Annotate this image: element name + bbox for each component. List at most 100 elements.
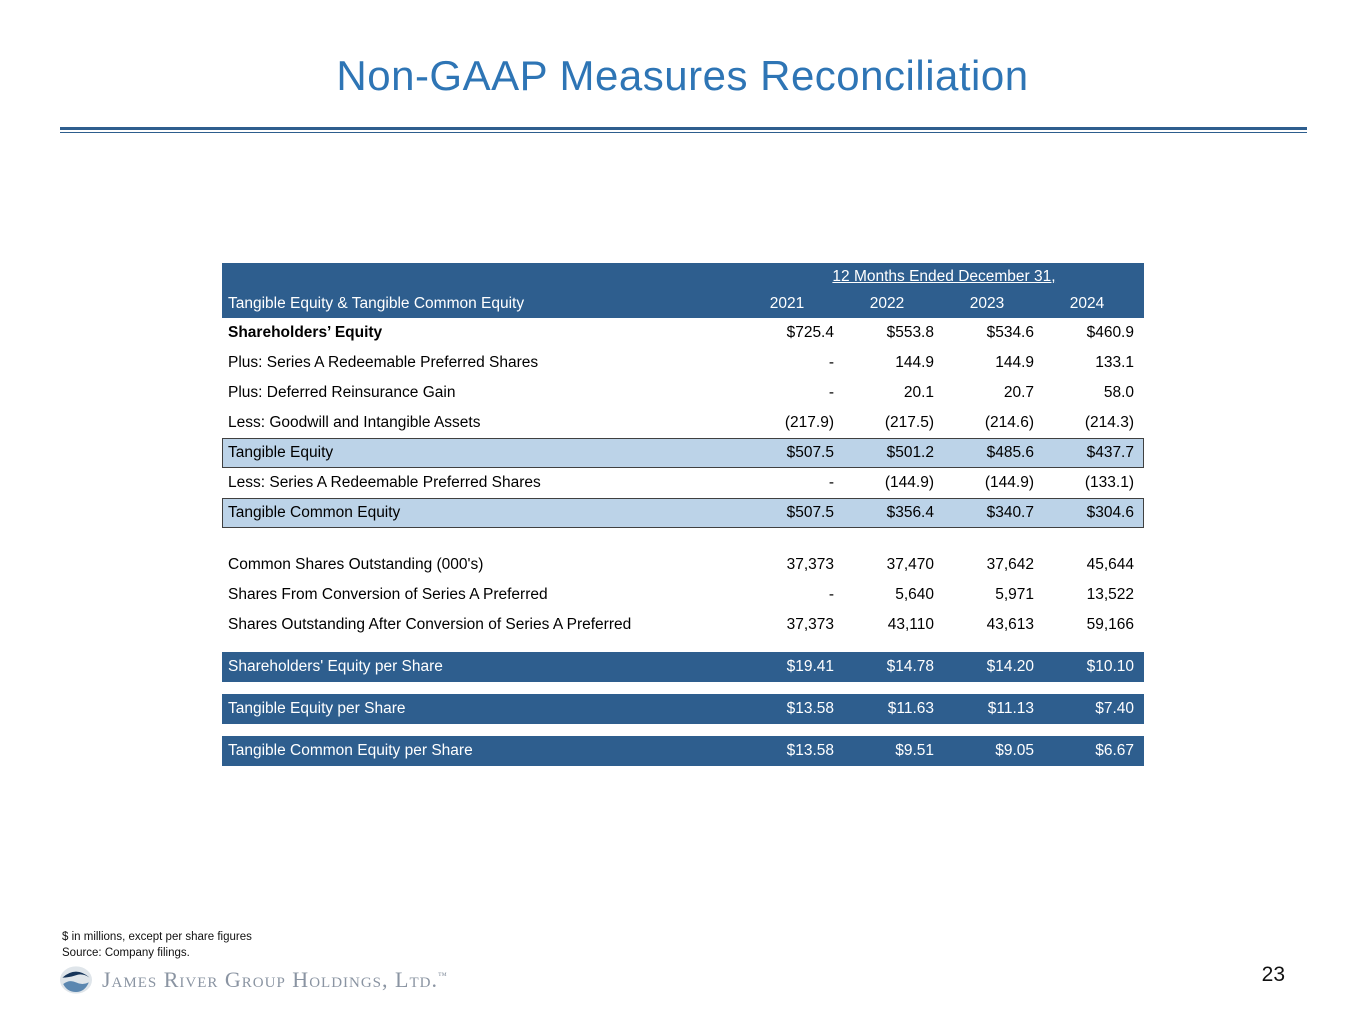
page-number: 23 <box>1261 963 1285 986</box>
table-row: Shares Outstanding After Conversion of S… <box>222 610 1144 640</box>
row-label: Common Shares Outstanding (000's) <box>228 556 484 573</box>
cell-value: (144.9) <box>884 474 934 491</box>
cell-value: 59,166 <box>1086 616 1134 633</box>
cell-value: 144.9 <box>995 354 1034 371</box>
cell-value: 20.1 <box>903 384 934 401</box>
cell-value: $304.6 <box>1086 504 1134 521</box>
cell-value: $13.58 <box>786 700 834 717</box>
header-span-spacer <box>222 263 744 290</box>
cell-value: $460.9 <box>1086 324 1134 341</box>
title-divider <box>60 127 1307 133</box>
logo-icon <box>60 966 92 994</box>
cell-value: $553.8 <box>886 324 934 341</box>
cell-value: 43,110 <box>887 616 934 633</box>
row-label: Plus: Series A Redeemable Preferred Shar… <box>228 354 539 371</box>
cell-value: 45,644 <box>1086 556 1134 573</box>
row-label: Shares From Conversion of Series A Prefe… <box>228 586 548 603</box>
cell-value: 144.9 <box>895 354 934 371</box>
year-header: 2021 <box>769 295 805 312</box>
table-row: Common Shares Outstanding (000's) 37,373 3… <box>222 550 1144 580</box>
row-label: Shareholders' Equity per Share <box>228 658 443 675</box>
cell-value: (217.9) <box>784 414 834 431</box>
table-spacer-row <box>222 682 1144 694</box>
reconciliation-table: 12 Months Ended December 31, Tangible Equ… <box>222 263 1144 766</box>
cell-value: $340.7 <box>986 504 1034 521</box>
table-spacer-row <box>222 640 1144 652</box>
logo-text: James River Group Holdings, Ltd.™ <box>102 967 448 993</box>
cell-value: $11.13 <box>987 700 1034 717</box>
cell-value: $14.78 <box>886 658 934 675</box>
table-header-row: Tangible Equity & Tangible Common Equity… <box>222 290 1144 318</box>
cell-value: - <box>828 354 834 371</box>
row-label: Tangible Common Equity <box>228 504 401 521</box>
cell-value: $534.6 <box>986 324 1034 341</box>
cell-value: 58.0 <box>1103 384 1134 401</box>
cell-value: $437.7 <box>1086 444 1134 461</box>
cell-value: $7.40 <box>1095 700 1134 717</box>
row-label: Shareholders’ Equity <box>228 324 383 341</box>
cell-value: 133.1 <box>1095 354 1134 371</box>
table-header-span-row: 12 Months Ended December 31, <box>222 263 1144 290</box>
row-label: Less: Goodwill and Intangible Assets <box>228 414 481 431</box>
table-row: Tangible Common Equity per Share $13.58 $9… <box>222 736 1144 766</box>
table-row: Shareholders' Equity per Share $19.41 $14.… <box>222 652 1144 682</box>
table-spacer-row <box>222 724 1144 736</box>
cell-value: $507.5 <box>786 504 834 521</box>
table-title-cell: Tangible Equity & Tangible Common Equity <box>228 295 525 312</box>
table-row: Less: Goodwill and Intangible Assets (217… <box>222 408 1144 438</box>
cell-value: $6.67 <box>1095 742 1134 759</box>
cell-value: - <box>828 384 834 401</box>
cell-value: - <box>828 474 834 491</box>
cell-value: (133.1) <box>1084 474 1134 491</box>
cell-value: (214.6) <box>984 414 1034 431</box>
cell-value: $9.51 <box>895 742 934 759</box>
cell-value: $14.20 <box>986 658 1034 675</box>
table-row: Shares From Conversion of Series A Prefe… <box>222 580 1144 610</box>
cell-value: $19.41 <box>786 658 834 675</box>
cell-value: 37,373 <box>786 556 834 573</box>
table-row: Plus: Series A Redeemable Preferred Shar… <box>222 348 1144 378</box>
footnote-units: $ in millions, except per share figures <box>62 931 252 943</box>
row-label: Tangible Equity <box>228 444 334 461</box>
cell-value: $9.05 <box>995 742 1034 759</box>
row-label: Tangible Common Equity per Share <box>228 742 473 759</box>
cell-value: 5,640 <box>895 586 934 603</box>
cell-value: (214.3) <box>1084 414 1134 431</box>
cell-value: - <box>828 586 834 603</box>
table-row: Less: Series A Redeemable Preferred Shar… <box>222 468 1144 498</box>
table-row: Tangible Common Equity $507.5 $356.4 $340.7… <box>222 498 1144 528</box>
year-header: 2024 <box>1069 295 1105 312</box>
table-row: Shareholders’ Equity $725.4 $553.8 $534.6 $4… <box>222 318 1144 348</box>
header-span-label: 12 Months Ended December 31, <box>832 267 1056 285</box>
row-label: Tangible Equity per Share <box>228 700 406 717</box>
cell-value: 37,373 <box>786 616 834 633</box>
logo-text-label: James River Group Holdings, Ltd. <box>102 967 438 992</box>
table-row: Tangible Equity $507.5 $501.2 $485.6 $437.7 <box>222 438 1144 468</box>
cell-value: $356.4 <box>886 504 934 521</box>
cell-value: $10.10 <box>1086 658 1134 675</box>
cell-value: 20.7 <box>1003 384 1034 401</box>
trademark-symbol: ™ <box>437 970 448 981</box>
cell-value: $507.5 <box>786 444 834 461</box>
cell-value: 5,971 <box>995 586 1034 603</box>
cell-value: 37,642 <box>986 556 1034 573</box>
row-label: Plus: Deferred Reinsurance Gain <box>228 384 456 401</box>
row-label: Less: Series A Redeemable Preferred Shar… <box>228 474 541 491</box>
cell-value: $485.6 <box>986 444 1034 461</box>
cell-value: $725.4 <box>786 324 834 341</box>
row-label: Shares Outstanding After Conversion of S… <box>228 616 632 633</box>
cell-value: 13,522 <box>1086 586 1134 603</box>
cell-value: $11.63 <box>887 700 934 717</box>
cell-value: $13.58 <box>786 742 834 759</box>
cell-value: (217.5) <box>884 414 934 431</box>
cell-value: $501.2 <box>886 444 934 461</box>
company-logo: James River Group Holdings, Ltd.™ <box>58 964 448 996</box>
footnote-source: Source: Company filings. <box>62 947 190 960</box>
cell-value: (144.9) <box>984 474 1034 491</box>
footnotes: $ in millions, except per share figures … <box>62 929 252 961</box>
table-row: Tangible Equity per Share $13.58 $11.63 $11… <box>222 694 1144 724</box>
table-row: Plus: Deferred Reinsurance Gain - 20.1 20.7… <box>222 378 1144 408</box>
year-header: 2022 <box>869 295 905 312</box>
cell-value: 37,470 <box>886 556 934 573</box>
